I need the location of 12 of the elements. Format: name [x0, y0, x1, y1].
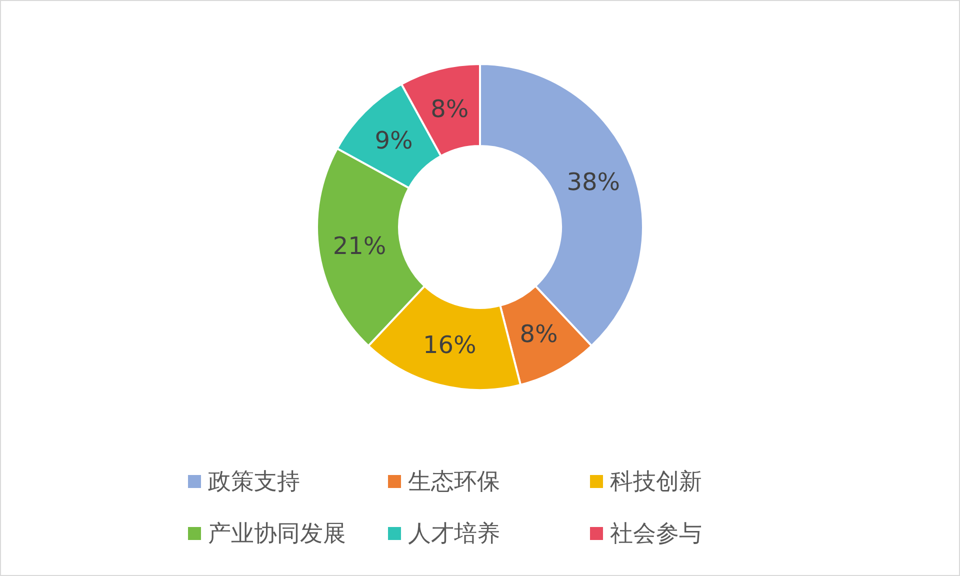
data-label: 38% [566, 168, 620, 196]
data-label: 21% [332, 232, 386, 260]
data-label: 8% [520, 320, 558, 348]
legend-label: 政策支持 [208, 469, 300, 495]
data-label: 16% [422, 331, 476, 360]
data-label: 9% [374, 126, 413, 155]
legend-label: 社会参与 [610, 521, 702, 547]
data-label: 8% [430, 94, 469, 123]
legend-label: 产业协同发展 [208, 521, 346, 547]
legend-label: 人才培养 [408, 521, 500, 547]
legend-label: 生态环保 [408, 469, 500, 495]
legend-label: 科技创新 [610, 469, 702, 495]
